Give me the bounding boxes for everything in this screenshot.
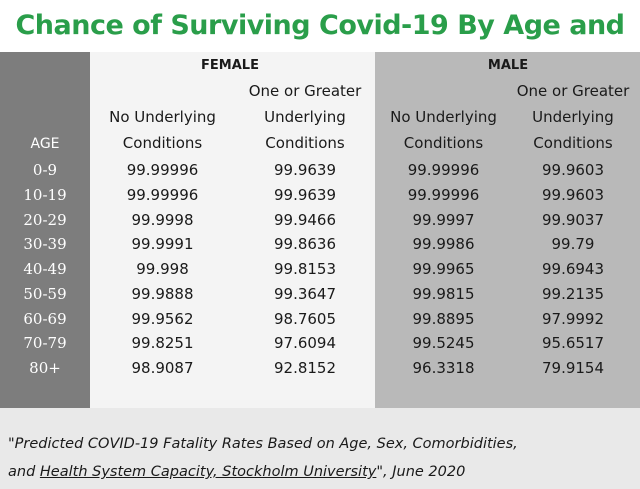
female-one-or-greater-cell: 92.8152 [273, 359, 337, 377]
female-one-or-greater-cell: 99.9639 [273, 185, 337, 204]
male-one-or-greater-cell: 99.9603 [541, 185, 605, 204]
female-no-underlying-cell: 99.9991 [131, 235, 194, 254]
male-one-or-greater-cell: 99.9603 [541, 161, 605, 179]
male-one-or-greater-cell: 97.9992 [541, 309, 605, 328]
age-header: AGE [30, 136, 60, 152]
male-one-or-greater-cell: 79.9154 [541, 359, 605, 377]
female-no-underlying-cell: 99.99996 [126, 161, 199, 179]
female-one-or-greater-cell: 99.9639 [273, 161, 337, 179]
female-no-underlying-cell: 99.9998 [131, 210, 194, 229]
survival-table: FEMALE MALE One or Greater Underlying Co… [0, 52, 640, 408]
citation-footer: "Predicted COVID-19 Fatality Rates Based… [0, 408, 640, 489]
citation-line-1: "Predicted COVID-19 Fatality Rates Based… [8, 436, 518, 452]
male-no-underlying-cell: 99.99996 [407, 185, 480, 204]
male-no-underlying-cell: 99.9815 [412, 284, 475, 303]
female-one-or-greater-cell: 98.7605 [273, 309, 337, 328]
female-no-underlying-header-line2: Conditions [122, 134, 203, 152]
male-one-or-greater-cell: 99.9037 [541, 210, 605, 229]
male-no-underlying-cell: 99.9965 [412, 260, 475, 278]
male-one-or-greater-header-line3: Conditions [533, 134, 613, 152]
male-block-background [375, 52, 640, 408]
male-one-or-greater-cell: 95.6517 [541, 334, 605, 353]
male-one-or-greater-cell: 99.6943 [541, 260, 605, 278]
age-cell: 20-29 [23, 210, 67, 229]
female-block-background [90, 52, 375, 408]
female-one-or-greater-cell: 99.8153 [273, 260, 337, 278]
age-cell: 70-79 [23, 334, 67, 353]
female-no-underlying-cell: 99.8251 [131, 334, 194, 353]
age-cell: 60-69 [23, 309, 67, 328]
female-one-or-greater-cell: 99.3647 [273, 284, 337, 303]
age-cell: 10-19 [23, 185, 67, 204]
male-no-underlying-header-line2: Conditions [403, 134, 484, 152]
female-no-underlying-cell: 99.99996 [126, 185, 199, 204]
female-one-or-greater-cell: 99.8636 [273, 235, 337, 254]
female-no-underlying-cell: 98.9087 [131, 359, 194, 377]
female-one-or-greater-cell: 97.6094 [273, 334, 337, 353]
female-one-or-greater-header-line3: Conditions [265, 134, 345, 152]
citation-line-2-pre: and [8, 464, 40, 480]
chart-title: Chance of Surviving Covid-19 By Age and … [0, 0, 640, 93]
female-one-or-greater-header-line2: Underlying [264, 108, 346, 126]
male-no-underlying-cell: 99.8895 [412, 309, 475, 328]
male-one-or-greater-header-line1: One or Greater [516, 82, 630, 100]
male-no-underlying-cell: 96.3318 [412, 359, 475, 377]
age-cell: 30-39 [23, 235, 67, 254]
male-no-underlying-cell: 99.99996 [407, 161, 480, 179]
female-no-underlying-cell: 99.998 [136, 260, 189, 278]
male-one-or-greater-header-line2: Underlying [532, 108, 614, 126]
citation-line-2-post: ", June 2020 [376, 464, 466, 480]
citation-source-link: Health System Capacity, Stockholm Univer… [39, 464, 377, 480]
female-no-underlying-cell: 99.9888 [131, 284, 194, 303]
male-no-underlying-cell: 99.5245 [412, 334, 475, 353]
age-cell: 80+ [29, 359, 61, 377]
male-no-underlying-cell: 99.9997 [412, 210, 475, 229]
female-no-underlying-cell: 99.9562 [131, 309, 194, 328]
age-column-background [0, 52, 90, 408]
citation-line-2: and Health System Capacity, Stockholm Un… [8, 464, 465, 480]
male-one-or-greater-cell: 99.79 [551, 235, 595, 254]
male-group-header: MALE [487, 58, 529, 73]
female-no-underlying-header-line1: No Underlying [109, 108, 216, 126]
male-no-underlying-cell: 99.9986 [412, 235, 475, 254]
female-group-header: FEMALE [201, 58, 259, 73]
age-cell: 40-49 [23, 260, 67, 278]
female-one-or-greater-cell: 99.9466 [273, 210, 337, 229]
female-one-or-greater-header-line1: One or Greater [248, 82, 362, 100]
male-no-underlying-header-line1: No Underlying [390, 108, 497, 126]
age-cell: 0-9 [32, 161, 58, 179]
age-cell: 50-59 [23, 284, 67, 303]
male-one-or-greater-cell: 99.2135 [541, 284, 605, 303]
